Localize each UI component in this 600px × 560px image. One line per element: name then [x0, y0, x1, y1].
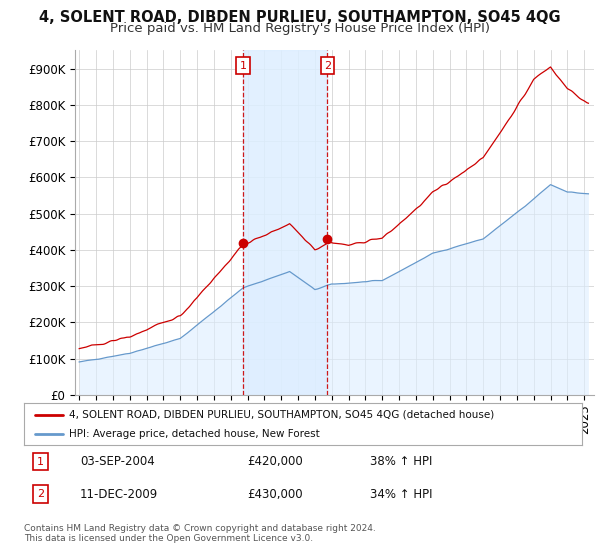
- Text: 2: 2: [37, 489, 44, 499]
- Text: 11-DEC-2009: 11-DEC-2009: [80, 488, 158, 501]
- Text: Contains HM Land Registry data © Crown copyright and database right 2024.
This d: Contains HM Land Registry data © Crown c…: [24, 524, 376, 543]
- Text: 34% ↑ HPI: 34% ↑ HPI: [370, 488, 433, 501]
- Text: £420,000: £420,000: [247, 455, 303, 468]
- Text: 4, SOLENT ROAD, DIBDEN PURLIEU, SOUTHAMPTON, SO45 4QG: 4, SOLENT ROAD, DIBDEN PURLIEU, SOUTHAMP…: [39, 10, 561, 25]
- Text: Price paid vs. HM Land Registry's House Price Index (HPI): Price paid vs. HM Land Registry's House …: [110, 22, 490, 35]
- Text: 1: 1: [240, 60, 247, 71]
- Text: £430,000: £430,000: [247, 488, 303, 501]
- Text: 1: 1: [37, 456, 44, 466]
- Text: 2: 2: [324, 60, 331, 71]
- Bar: [244, 50, 328, 395]
- Text: 38% ↑ HPI: 38% ↑ HPI: [370, 455, 433, 468]
- Text: HPI: Average price, detached house, New Forest: HPI: Average price, detached house, New …: [68, 429, 319, 439]
- Text: 03-SEP-2004: 03-SEP-2004: [80, 455, 155, 468]
- Text: 4, SOLENT ROAD, DIBDEN PURLIEU, SOUTHAMPTON, SO45 4QG (detached house): 4, SOLENT ROAD, DIBDEN PURLIEU, SOUTHAMP…: [68, 409, 494, 419]
